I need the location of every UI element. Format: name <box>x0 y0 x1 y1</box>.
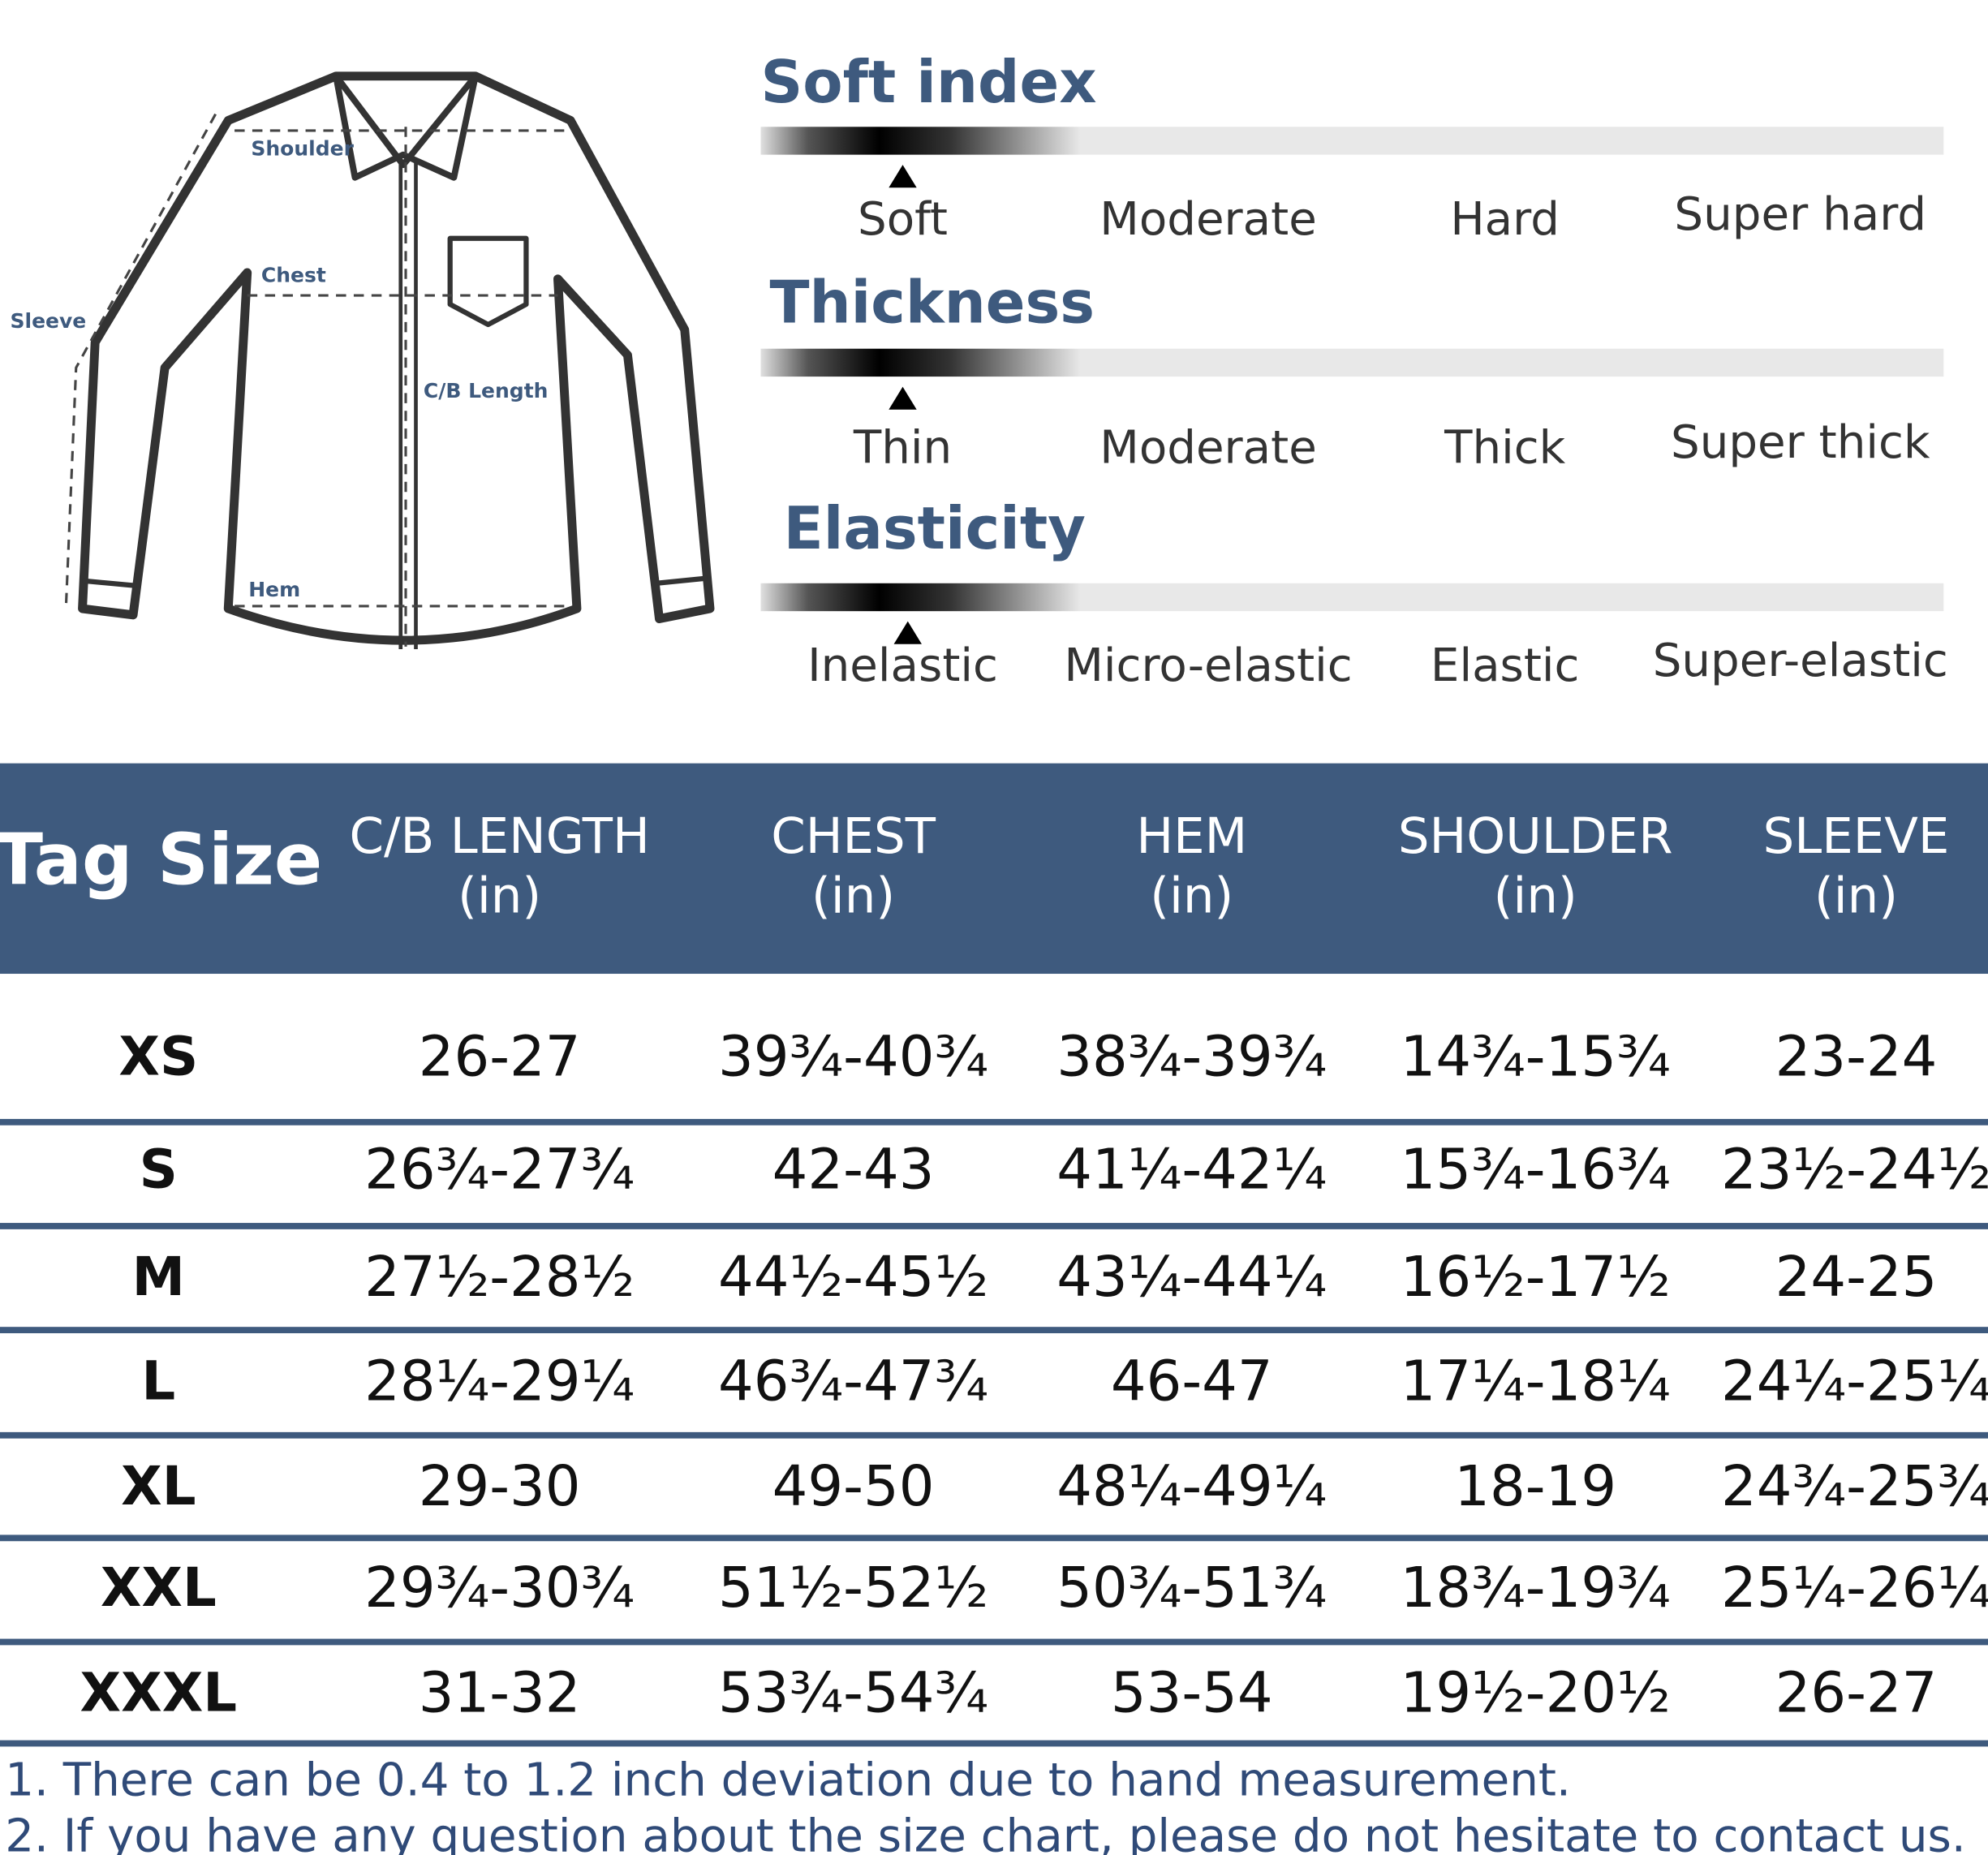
table-cell: 46¾-47¾ <box>718 1349 988 1414</box>
table-cell: 29-30 <box>419 1454 581 1519</box>
table-cell: 50¾-51¾ <box>1056 1556 1327 1620</box>
diagram-label: Shoulder <box>251 136 354 160</box>
column-header: C/B LENGTH <box>349 807 649 865</box>
scale-level: Elastic <box>1431 639 1580 692</box>
scale-level: Super-elastic <box>1653 635 1948 687</box>
scale-level: Micro-elastic <box>1064 639 1352 692</box>
row-separator <box>0 1327 1988 1333</box>
table-cell: 44½-45½ <box>718 1245 988 1310</box>
table-cell: 49-50 <box>772 1454 935 1519</box>
row-separator <box>0 1534 1988 1542</box>
row-separator <box>0 1638 1988 1646</box>
column-header: HEM <box>1136 807 1247 865</box>
table-cell: 38¾-39¾ <box>1056 1024 1327 1089</box>
table-cell: 31-32 <box>419 1661 581 1726</box>
row-size: S <box>140 1138 178 1200</box>
table-cell: 26-27 <box>419 1024 581 1089</box>
note: 1. There can be 0.4 to 1.2 inch deviatio… <box>5 1754 1571 1807</box>
table-cell: 26-27 <box>1775 1661 1938 1726</box>
scale-level: Moderate <box>1099 421 1317 474</box>
row-size: XXXL <box>80 1663 238 1724</box>
column-unit: (in) <box>1494 867 1577 924</box>
table-cell: 18-19 <box>1454 1454 1616 1519</box>
shirt-drawing <box>64 71 715 650</box>
table-cell: 14¾-15¾ <box>1401 1024 1671 1089</box>
column-unit: (in) <box>811 867 895 924</box>
scale-bar <box>760 583 1944 612</box>
table-cell: 48¼-49¼ <box>1056 1454 1327 1519</box>
table-cell: 18¾-19¾ <box>1401 1556 1671 1620</box>
row-separator <box>0 1118 1988 1125</box>
scale-level: Thin <box>853 421 952 474</box>
table-cell: 24¾-25¾ <box>1721 1454 1988 1519</box>
scale-level: Super thick <box>1671 416 1930 469</box>
row-size: XXL <box>101 1557 217 1619</box>
table-cell: 43¼-44¼ <box>1056 1245 1327 1310</box>
column-header: SLEEVE <box>1763 807 1950 865</box>
table-cell: 23½-24½ <box>1721 1137 1988 1202</box>
diagram-label: Sleeve <box>11 309 87 333</box>
table-cell: 16½-17½ <box>1401 1245 1671 1310</box>
table-cell: 25¼-26¼ <box>1721 1556 1988 1620</box>
scale-pointer <box>889 386 917 410</box>
scale-title: Thickness <box>769 269 1095 337</box>
scale-bar <box>760 127 1944 155</box>
row-size: XS <box>118 1026 198 1087</box>
scale-level: Moderate <box>1099 193 1317 246</box>
diagram-label: Hem <box>248 578 300 601</box>
scale-level: Inelastic <box>807 639 998 692</box>
scale-title: Soft index <box>761 48 1097 116</box>
row-size: M <box>132 1246 185 1308</box>
column-header: CHEST <box>771 807 936 865</box>
table-cell: 26¾-27¾ <box>364 1137 635 1202</box>
table-cell: 29¾-30¾ <box>364 1556 635 1620</box>
table-cell: 41¼-42¼ <box>1056 1137 1327 1202</box>
column-unit: (in) <box>1814 867 1898 924</box>
row-separator <box>0 1223 1988 1229</box>
row-separator <box>0 1431 1988 1439</box>
row-size: L <box>141 1350 175 1412</box>
scale-level: Thick <box>1444 421 1566 474</box>
diagram-labels: Shoulder Chest Sleeve C/B Length Hem <box>11 136 549 601</box>
table-cell: 15¾-16¾ <box>1401 1137 1671 1202</box>
scale-pointer <box>889 165 917 188</box>
scale-level: Super hard <box>1674 188 1926 241</box>
row-size: XL <box>121 1456 196 1517</box>
table-cell: 23-24 <box>1775 1024 1938 1089</box>
table-header <box>0 763 1988 975</box>
column-unit: (in) <box>1150 867 1233 924</box>
table-corner: Tag Size <box>0 819 322 902</box>
scale-pointer <box>893 621 922 644</box>
column-unit: (in) <box>458 867 541 924</box>
table-cell: 17¼-18¼ <box>1401 1349 1671 1414</box>
column-header: SHOULDER <box>1398 807 1673 865</box>
table-cell: 53-54 <box>1111 1661 1273 1726</box>
table-cell: 53¾-54¾ <box>718 1661 988 1726</box>
table-cell: 46-47 <box>1111 1349 1273 1414</box>
scale-level: Soft <box>858 193 948 246</box>
diagram-label: Chest <box>261 264 326 287</box>
table-cell: 19½-20½ <box>1401 1661 1671 1726</box>
table-cell: 24¼-25¼ <box>1721 1349 1988 1414</box>
table-cell: 42-43 <box>772 1137 935 1202</box>
table-cell: 51½-52½ <box>718 1556 988 1620</box>
scale-level: Hard <box>1450 193 1560 246</box>
row-separator <box>0 1740 1988 1747</box>
table-cell: 39¾-40¾ <box>718 1024 988 1089</box>
note: 2. If you have any question about the si… <box>5 1810 1965 1855</box>
scale-bar <box>760 348 1944 377</box>
diagram-label: C/B Length <box>424 379 549 402</box>
scale-title: Elasticity <box>784 494 1086 562</box>
table-cell: 27½-28½ <box>364 1245 635 1310</box>
table-cell: 24-25 <box>1775 1245 1938 1310</box>
table-cell: 28¼-29¼ <box>364 1349 635 1414</box>
